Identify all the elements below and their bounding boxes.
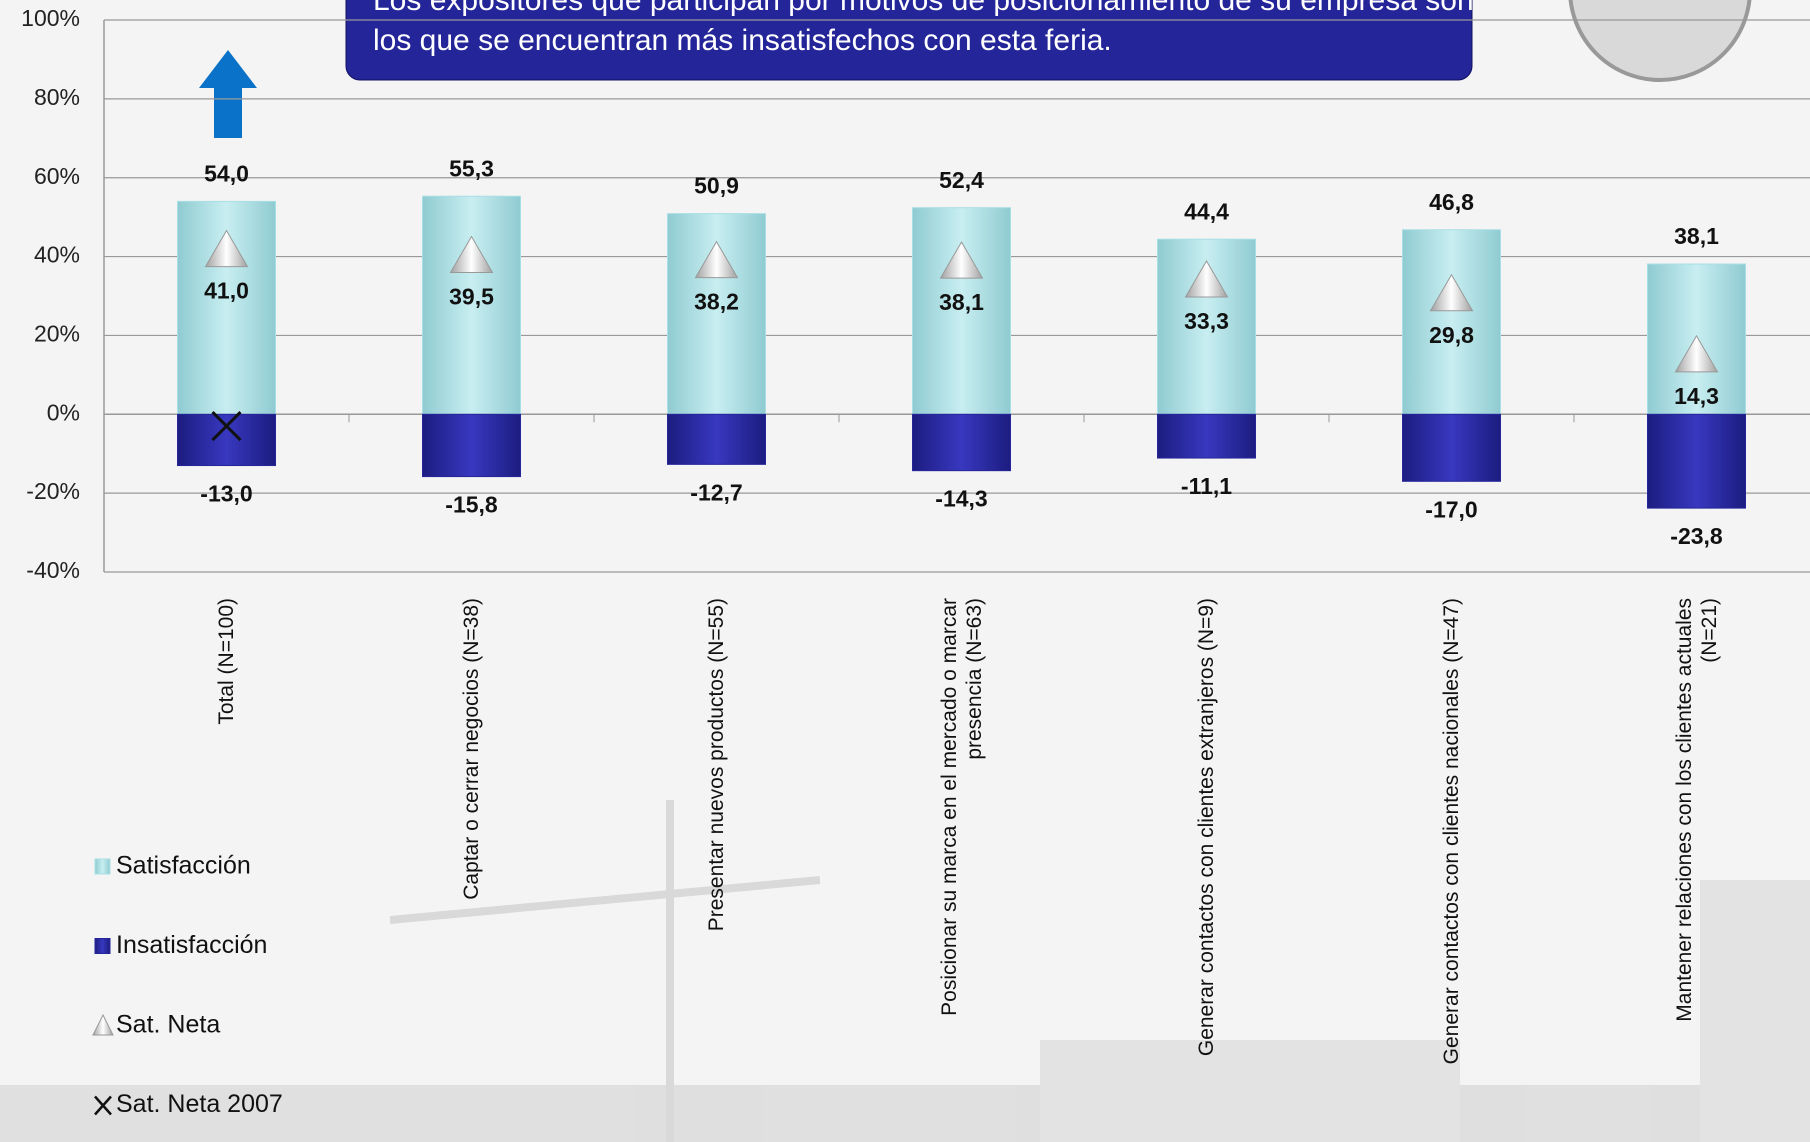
data-label: 14,3 [1674, 383, 1719, 409]
bar [912, 413, 1011, 472]
data-label: -13,0 [200, 481, 252, 507]
legend-swatch [94, 938, 111, 954]
data-label: 33,3 [1184, 308, 1229, 334]
net-marker [1184, 259, 1229, 298]
legend-label: Insatisfacción [116, 931, 267, 959]
data-label: -11,1 [1181, 473, 1232, 499]
data-label: 29,8 [1429, 322, 1474, 348]
data-label: -12,7 [690, 479, 742, 505]
x-tick-label: Generar contactos con clientes nacionale… [1440, 598, 1463, 1065]
x-tick-label: Generar contactos con clientes extranjer… [1195, 598, 1218, 1057]
data-label: 46,8 [1429, 189, 1474, 215]
x-tick-label: Total (N=100) [215, 598, 238, 725]
x-tick-label: Presentar nuevos productos (N=55) [705, 598, 728, 932]
data-label: 39,5 [449, 284, 494, 310]
bar [422, 413, 521, 478]
callout-text: Los expositores que participan por motiv… [373, 0, 1474, 57]
net-marker [449, 235, 494, 274]
data-label: 50,9 [694, 173, 739, 199]
arrow-icon [199, 50, 257, 138]
legend-swatch [92, 1013, 114, 1036]
legend-swatch [94, 858, 111, 875]
y-tick-label: 40% [34, 242, 80, 268]
bar [1157, 413, 1256, 459]
legend-swatch [94, 1095, 112, 1116]
x-marker [211, 411, 242, 442]
bar [1647, 413, 1746, 509]
logo [1568, 0, 1752, 82]
data-label: 38,1 [1674, 223, 1719, 249]
data-label: 44,4 [1184, 198, 1229, 224]
y-tick-label: -20% [26, 478, 80, 504]
y-tick-label: 60% [34, 163, 80, 189]
background-decoration [0, 800, 1810, 1142]
data-label: -23,8 [1670, 523, 1723, 549]
net-marker [204, 229, 249, 268]
data-label: 55,3 [449, 155, 494, 181]
legend-label: Sat. Neta [116, 1011, 220, 1039]
y-tick-label: 80% [34, 84, 80, 110]
data-label: 38,2 [694, 289, 739, 315]
x-tick-label: Posicionar su marca en el mercado o marc… [937, 598, 986, 1016]
net-marker [1429, 273, 1474, 312]
net-marker [939, 241, 984, 279]
data-label: -14,3 [935, 486, 987, 512]
net-marker [1674, 334, 1719, 373]
y-tick-label: -40% [26, 557, 80, 583]
bar [667, 213, 766, 415]
bar [422, 195, 521, 415]
x-tick-label: Mantener relaciones con los clientes act… [1672, 598, 1721, 1022]
data-label: 41,0 [204, 278, 249, 304]
x-tick-label: Captar o cerrar negocios (N=38) [460, 598, 483, 900]
data-label: 52,4 [939, 167, 984, 193]
bar [177, 413, 276, 467]
bar [667, 413, 766, 465]
bar [1402, 413, 1501, 482]
y-tick-label: 100% [21, 5, 80, 31]
legend-label: Satisfacción [116, 852, 251, 880]
y-tick-label: 0% [47, 399, 80, 425]
net-marker [694, 240, 739, 279]
data-label: -17,0 [1425, 496, 1477, 522]
legend-label: Sat. Neta 2007 [116, 1090, 283, 1118]
y-tick-label: 20% [34, 321, 80, 347]
data-label: -15,8 [445, 492, 498, 518]
data-label: 54,0 [204, 160, 249, 186]
data-label: 38,1 [939, 289, 984, 315]
